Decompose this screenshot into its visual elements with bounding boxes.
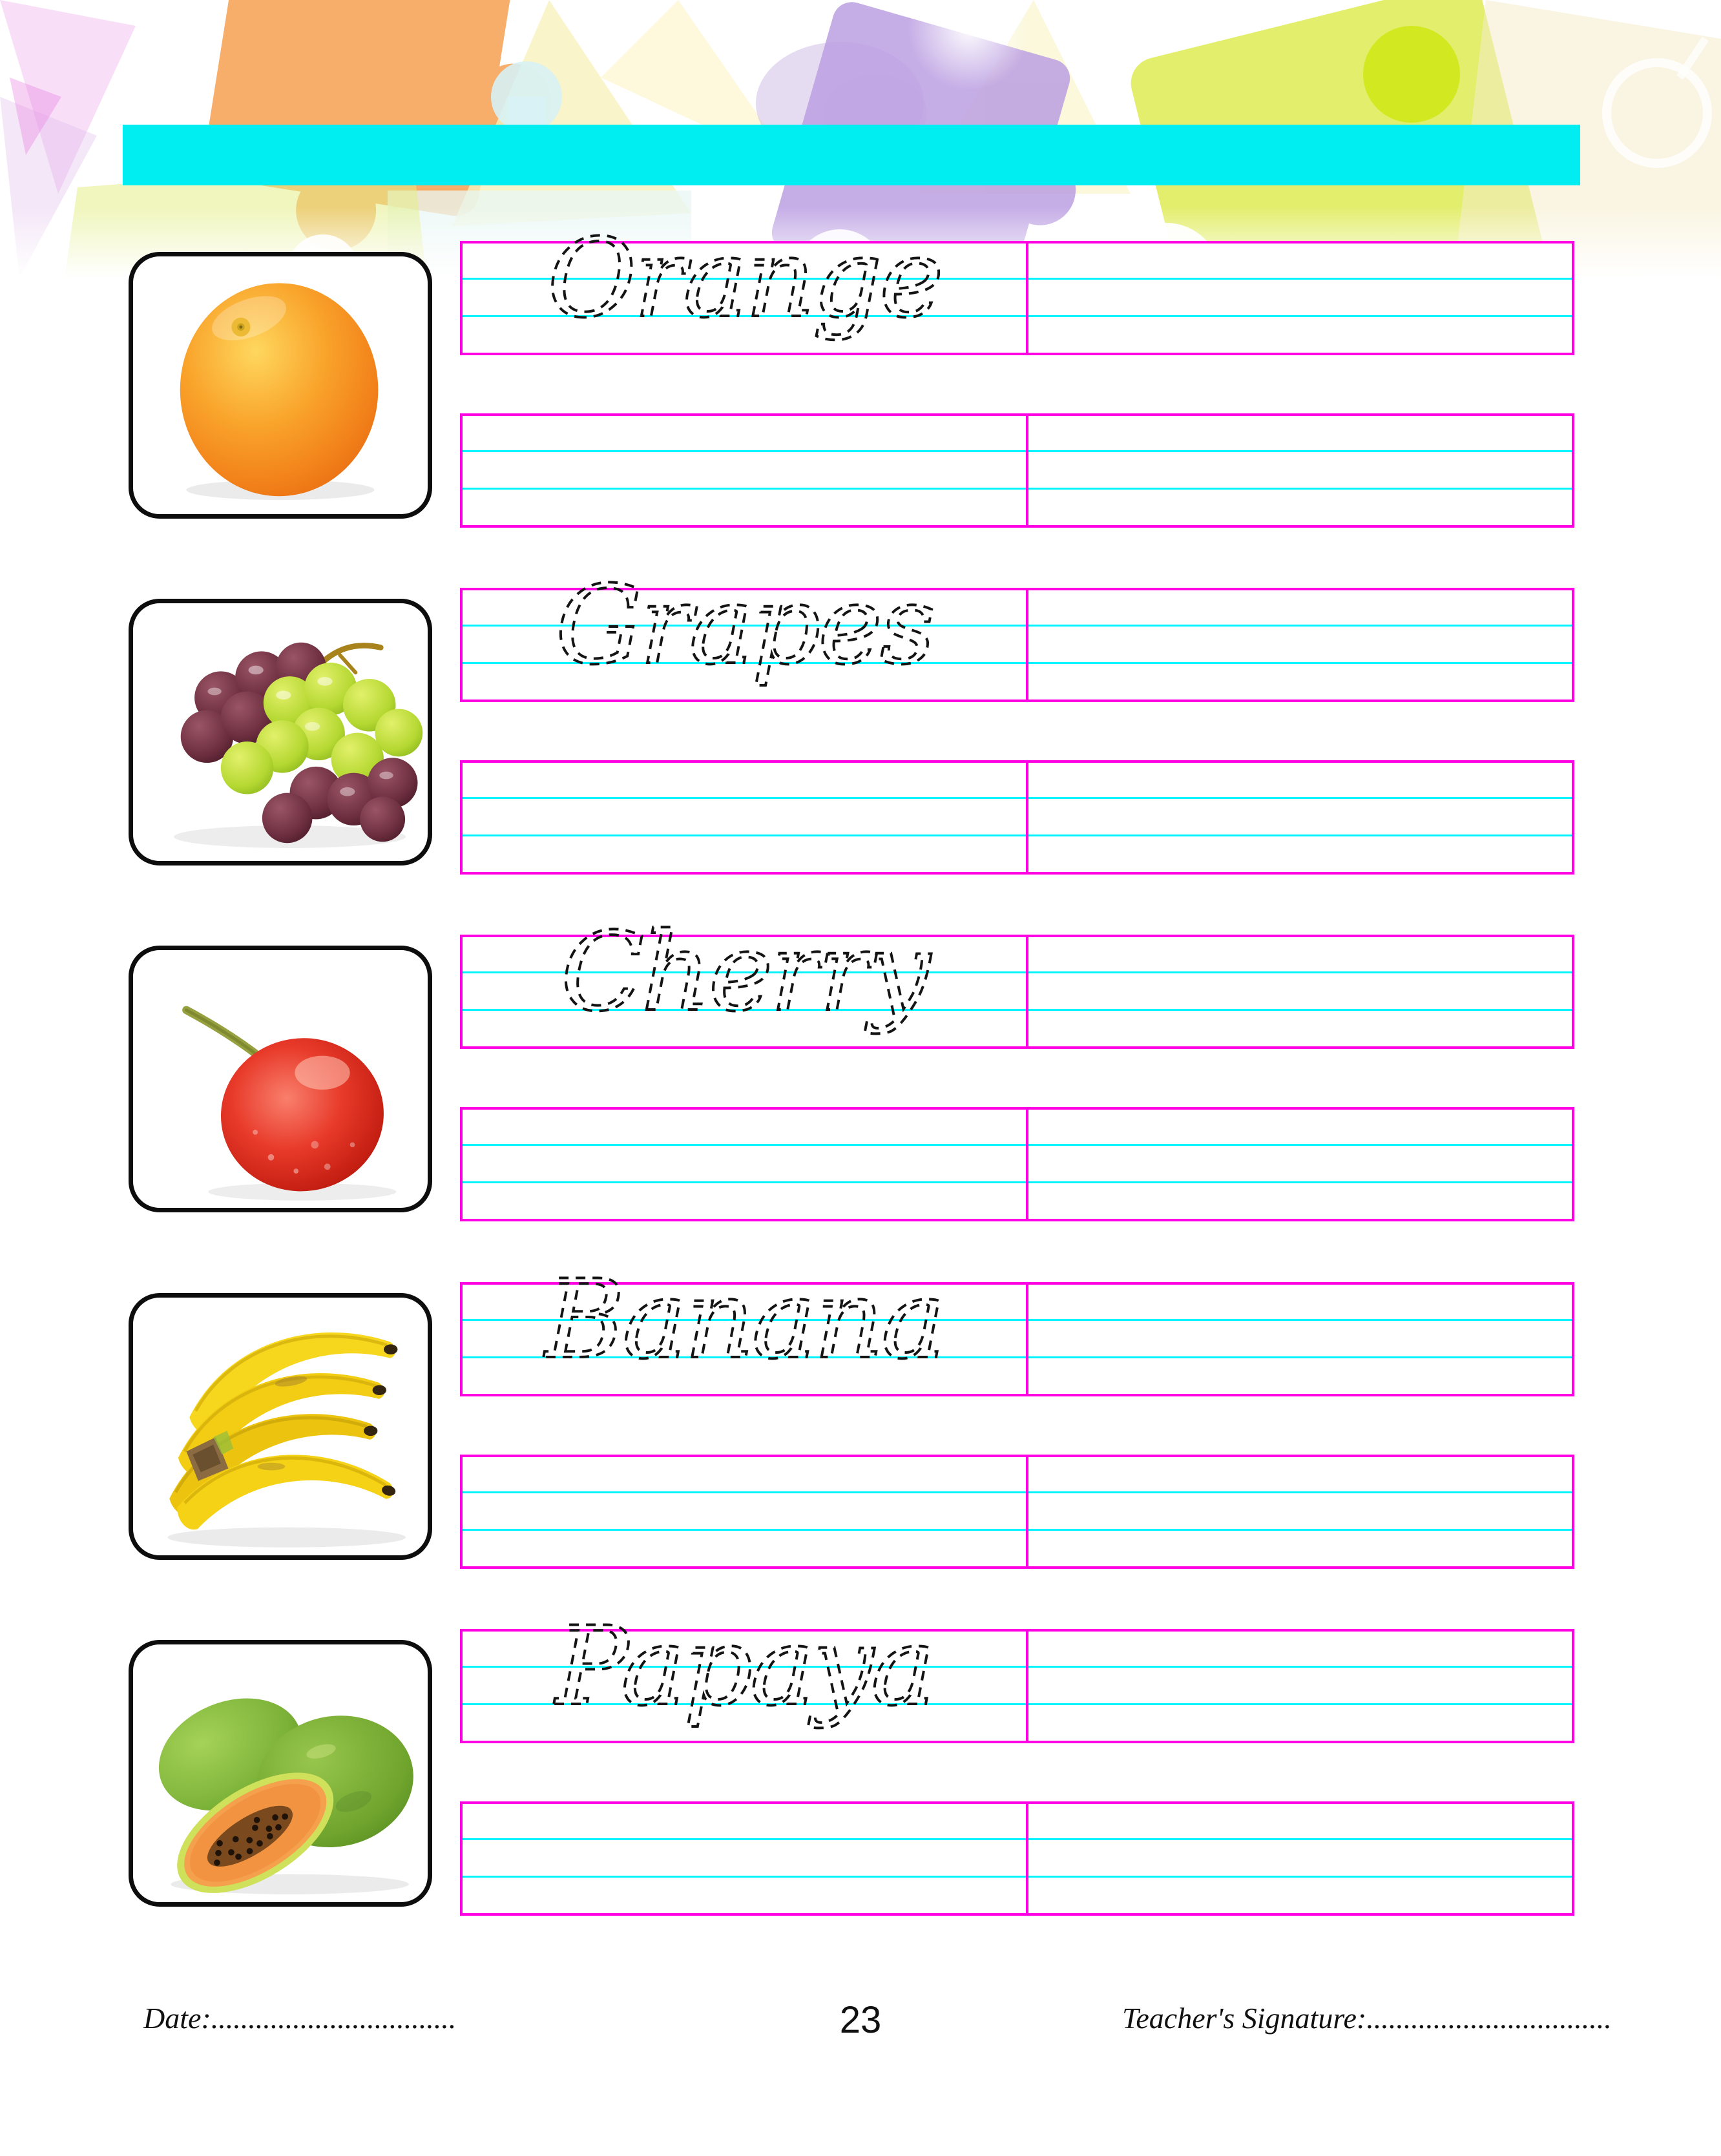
worksheet-row: Banana [0,1255,1721,1670]
trace-word-svg: Cherry [559,907,935,1037]
guide-line [463,625,1572,627]
guide-line [463,971,1572,973]
papaya-photo [158,1698,413,1894]
guide-line [463,315,1572,317]
guide-line [463,1009,1572,1011]
tracing-lines-top: Orange [460,214,1574,355]
guide-line [463,1703,1572,1705]
tracing-lines-top: Banana [460,1255,1574,1396]
column-divider [1026,416,1028,525]
trace-word-svg: Orange [546,214,944,343]
column-divider [1026,1285,1028,1394]
fruit-image-box [129,599,432,866]
teacher-signature-line: Teacher's Signature:....................… [1122,2002,1612,2035]
worksheet-row: Papaya [0,1602,1721,2016]
column-divider [1026,937,1028,1046]
column-divider [1026,1804,1028,1913]
tracing-lines-top: Papaya [460,1602,1574,1743]
guide-line [463,450,1572,452]
guide-line [463,1491,1572,1493]
trace-word: Banana [543,1256,943,1383]
tracing-lines-bottom [460,413,1574,528]
fruit-image-box [129,1293,432,1560]
fruit-image-box [129,1640,432,1907]
worksheet-row: Orange [0,214,1721,628]
tracing-lines-bottom [460,1107,1574,1221]
worksheet-row: Grapes [0,561,1721,975]
fruit-image-box [129,252,432,519]
column-divider [1026,1632,1028,1741]
column-divider [1026,244,1028,353]
trace-word-svg: Papaya [552,1602,937,1731]
guide-line [463,1356,1572,1358]
guide-line [463,1666,1572,1668]
trace-word: Orange [547,215,941,342]
tracing-lines-bottom [460,1455,1574,1569]
banana-photo [167,1332,406,1548]
tracing-lines-bottom [460,760,1574,875]
guide-line [463,1876,1572,1878]
guide-line [463,662,1572,664]
guide-line [463,1181,1572,1183]
tracing-lines-bottom [460,1801,1574,1916]
guide-line [463,834,1572,836]
guide-line [463,278,1572,280]
trace-word-svg: Banana [542,1255,947,1384]
date-line: Date:................................. [143,2002,457,2035]
cherry-photo [182,1006,397,1201]
guide-line [463,797,1572,799]
column-divider [1026,590,1028,700]
trace-word: Grapes [556,562,933,689]
guide-line [463,488,1572,490]
guide-line [463,1319,1572,1321]
guide-line [463,1529,1572,1531]
fruit-image-box [129,946,432,1212]
page-number: 23 [839,1999,882,2041]
column-divider [1026,763,1028,872]
trace-word: Cherry [561,909,932,1035]
worksheet-row: Cherry [0,907,1721,1322]
tracing-lines-top: Grapes [460,561,1574,702]
trace-word: Papaya [554,1603,933,1730]
grapes-photo [174,642,423,848]
column-divider [1026,1457,1028,1566]
tracing-lines-top: Cherry [460,907,1574,1049]
orange-photo [180,283,379,501]
trace-word-svg: Grapes [554,561,937,690]
column-divider [1026,1110,1028,1219]
guide-line [463,1838,1572,1840]
title-banner [123,125,1580,185]
guide-line [463,1144,1572,1146]
